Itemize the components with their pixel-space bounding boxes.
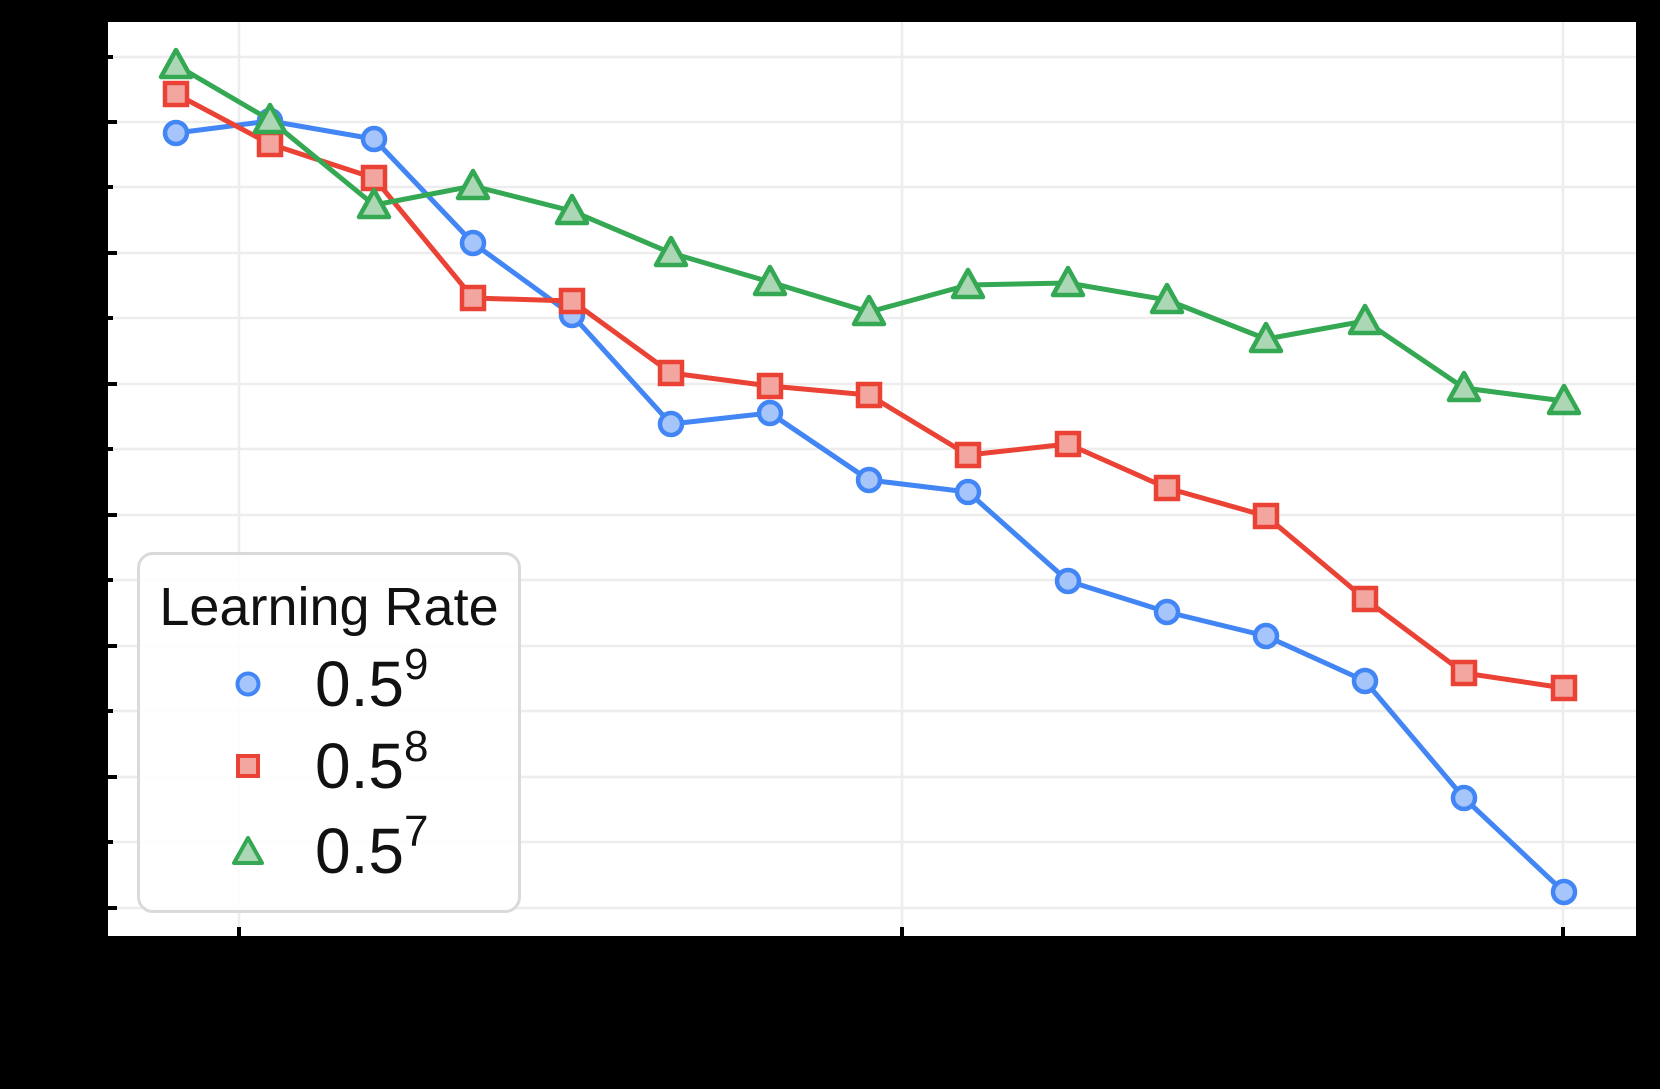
- y-tick-minor: [108, 55, 113, 59]
- data-point-lr-0.5e9: [162, 119, 190, 147]
- legend-entry-lr8: 0.58: [140, 721, 518, 806]
- data-point-lr-0.5e9: [459, 229, 487, 257]
- top-spine: [103, 17, 1643, 22]
- triangle-marker-icon: [232, 836, 264, 865]
- data-point-lr-0.5e7: [1446, 370, 1482, 403]
- y-tick-minor: [108, 316, 113, 320]
- data-point-lr-0.5e8: [1351, 585, 1379, 613]
- data-point-lr-0.5e8: [256, 130, 284, 158]
- data-point-lr-0.5e7: [554, 193, 590, 226]
- x-axis-spine: [103, 936, 1643, 941]
- data-point-lr-0.5e8: [1054, 430, 1082, 458]
- data-point-lr-0.5e7: [1347, 303, 1383, 336]
- data-point-lr-0.5e8: [657, 359, 685, 387]
- data-point-lr-0.5e7: [1248, 321, 1284, 354]
- data-point-lr-0.5e7: [252, 102, 288, 135]
- y-tick-minor: [108, 447, 113, 451]
- data-point-lr-0.5e8: [1450, 659, 1478, 687]
- data-point-lr-0.5e9: [1153, 598, 1181, 626]
- data-point-lr-0.5e9: [1351, 667, 1379, 695]
- data-point-lr-0.5e8: [1550, 674, 1578, 702]
- data-point-lr-0.5e9: [756, 399, 784, 427]
- data-point-lr-0.5e7: [1546, 383, 1582, 416]
- y-axis-spine: [103, 17, 108, 943]
- data-point-lr-0.5e8: [162, 80, 190, 108]
- data-point-lr-0.5e7: [1149, 282, 1185, 315]
- data-point-lr-0.5e8: [1252, 502, 1280, 530]
- legend-entry-lr9: 0.59: [140, 639, 518, 724]
- right-spine: [1636, 17, 1640, 943]
- y-tick-minor: [108, 578, 113, 582]
- data-point-lr-0.5e8: [855, 381, 883, 409]
- legend-label-lr7: 0.57: [315, 806, 429, 887]
- data-point-lr-0.5e8: [954, 441, 982, 469]
- square-marker-icon: [236, 754, 260, 778]
- y-tick-major: [108, 251, 117, 255]
- data-point-lr-0.5e7: [950, 267, 986, 300]
- data-point-lr-0.5e7: [356, 187, 392, 220]
- y-tick-minor: [108, 840, 113, 844]
- data-point-lr-0.5e7: [752, 264, 788, 297]
- y-tick-major: [108, 120, 117, 124]
- data-point-lr-0.5e7: [455, 168, 491, 201]
- data-point-lr-0.5e9: [1450, 784, 1478, 812]
- y-tick-major: [108, 513, 117, 517]
- x-tick: [900, 927, 904, 936]
- legend-title: Learning Rate: [159, 577, 499, 637]
- data-point-lr-0.5e9: [657, 410, 685, 438]
- data-point-lr-0.5e7: [851, 294, 887, 327]
- data-point-lr-0.5e8: [756, 372, 784, 400]
- y-tick-minor: [108, 709, 113, 713]
- data-point-lr-0.5e8: [459, 284, 487, 312]
- x-tick: [1561, 927, 1565, 936]
- data-point-lr-0.5e7: [653, 235, 689, 268]
- data-point-lr-0.5e9: [855, 466, 883, 494]
- data-point-lr-0.5e9: [1252, 622, 1280, 650]
- circle-marker-icon: [235, 671, 261, 697]
- data-point-lr-0.5e8: [1153, 474, 1181, 502]
- y-tick-major: [108, 382, 117, 386]
- data-point-lr-0.5e9: [360, 125, 388, 153]
- legend: Learning Rate 0.59 0.58 0.57: [137, 552, 521, 913]
- data-point-lr-0.5e7: [158, 47, 194, 80]
- y-tick-major: [108, 644, 117, 648]
- data-point-lr-0.5e9: [1054, 567, 1082, 595]
- data-point-lr-0.5e7: [1050, 265, 1086, 298]
- legend-entry-lr7: 0.57: [140, 806, 518, 891]
- data-point-lr-0.5e8: [558, 287, 586, 315]
- legend-label-lr9: 0.59: [315, 639, 429, 720]
- data-point-lr-0.5e9: [1550, 878, 1578, 906]
- y-tick-major: [108, 775, 117, 779]
- data-point-lr-0.5e8: [360, 164, 388, 192]
- legend-label-lr8: 0.58: [315, 721, 429, 802]
- x-tick: [237, 927, 241, 936]
- y-tick-minor: [108, 185, 113, 189]
- data-point-lr-0.5e9: [954, 478, 982, 506]
- y-tick-major: [108, 906, 117, 910]
